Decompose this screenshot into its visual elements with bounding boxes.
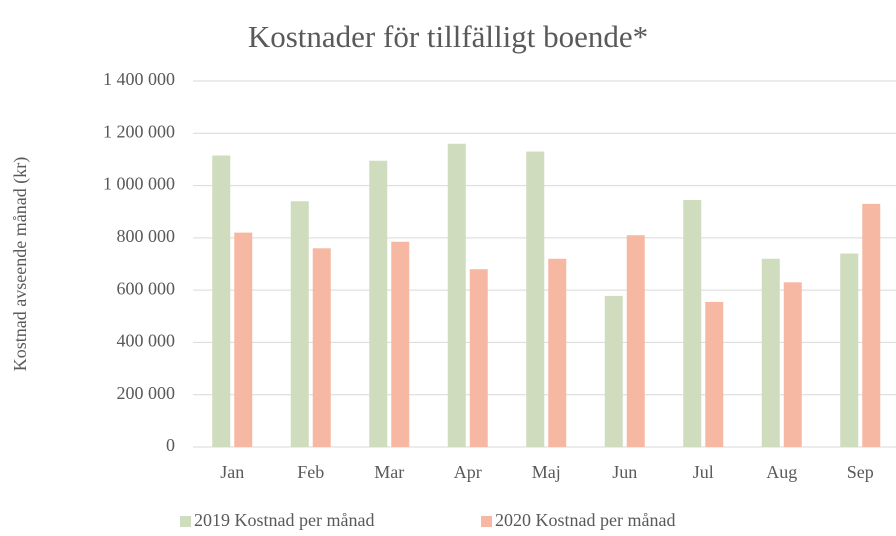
bar (391, 241, 410, 447)
bar (683, 199, 702, 447)
x-tick-label: Jan (220, 462, 244, 482)
bar (369, 160, 388, 447)
legend-swatch (180, 516, 191, 527)
bar (290, 201, 309, 447)
bar (234, 232, 253, 447)
y-tick-label: 800 000 (117, 226, 176, 246)
x-tick-label: Sep (847, 462, 874, 482)
y-tick-label: 200 000 (117, 383, 176, 403)
y-tick-label: 1 000 000 (103, 174, 175, 194)
bar (604, 295, 623, 447)
x-tick-label: Apr (454, 462, 482, 482)
x-tick-label: Feb (297, 462, 324, 482)
bar (626, 235, 645, 447)
y-tick-label: 400 000 (117, 331, 176, 351)
x-tick-label: Maj (532, 462, 561, 482)
y-tick-label: 0 (166, 435, 175, 455)
bar (548, 258, 567, 447)
bar (761, 258, 780, 447)
bar (840, 253, 859, 447)
bar (705, 301, 724, 447)
x-tick-label: Aug (766, 462, 797, 482)
y-tick-label: 600 000 (117, 278, 176, 298)
y-axis-label: Kostnad avseende månad (kr) (10, 157, 31, 371)
bar (862, 203, 881, 447)
bar (469, 269, 488, 447)
bar (447, 143, 466, 447)
y-tick-label: 1 400 000 (103, 69, 175, 89)
y-tick-label: 1 200 000 (103, 121, 175, 141)
bar (783, 282, 802, 447)
x-tick-label: Jul (693, 462, 714, 482)
x-tick-label: Jun (612, 462, 637, 482)
bar (312, 248, 331, 447)
bar (526, 151, 545, 448)
legend-label: 2020 Kostnad per månad (495, 510, 675, 530)
legend-swatch (481, 516, 492, 527)
x-tick-label: Mar (374, 462, 404, 482)
legend-label: 2019 Kostnad per månad (194, 510, 374, 530)
bar (212, 155, 231, 447)
chart-title: Kostnader för tillfälligt boende* (248, 19, 648, 54)
